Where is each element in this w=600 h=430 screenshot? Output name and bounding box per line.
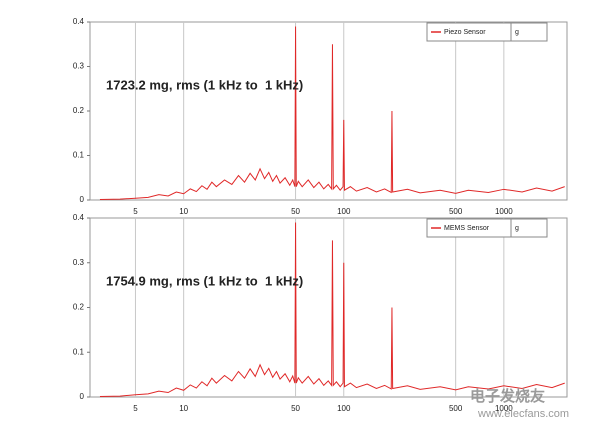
x-tick-label: 10 [179,207,188,216]
x-tick-label: 10 [179,404,188,413]
y-tick-label: 0 [80,392,85,401]
y-tick-label: 0.2 [73,106,85,115]
y-tick-label: 0.1 [73,347,85,356]
x-tick-label: 50 [291,207,300,216]
x-tick-label: 1000 [495,207,513,216]
annotation: 1754.9 mg, rms (1 kHz to 1 kHz) [106,273,303,288]
annotation: 1723.2 mg, rms (1 kHz to 1 kHz) [106,77,303,92]
y-tick-label: 0.3 [73,62,85,71]
watermark-logo: 电子发烧友 [470,387,545,405]
legend-label: Piezo Sensor [444,29,486,36]
y-tick-label: 0.1 [73,151,85,160]
plot-area [89,217,568,398]
legend-unit: g [515,225,519,232]
y-tick-label: 0.4 [73,213,85,222]
legend-label: MEMS Sensor [444,225,490,232]
legend-box [426,218,548,238]
x-tick-label: 5 [133,404,138,413]
x-tick-label: 100 [337,404,351,413]
x-tick-label: 100 [337,207,351,216]
x-tick-label: 500 [449,404,463,413]
watermark-url: www.elecfans.com [477,408,569,420]
y-tick-label: 0.4 [73,17,85,26]
x-tick-label: 1000 [495,404,513,413]
x-tick-label: 5 [133,207,138,216]
x-tick-label: 50 [291,404,300,413]
y-tick-label: 0.3 [73,258,85,267]
spectrum-line [99,26,565,201]
y-tick-label: 0 [80,195,85,204]
legend-box [426,22,548,42]
legend-unit: g [515,29,519,36]
spectrum-line [99,222,565,398]
x-tick-label: 500 [449,207,463,216]
plot-area [89,21,568,201]
y-tick-label: 0.2 [73,303,85,312]
